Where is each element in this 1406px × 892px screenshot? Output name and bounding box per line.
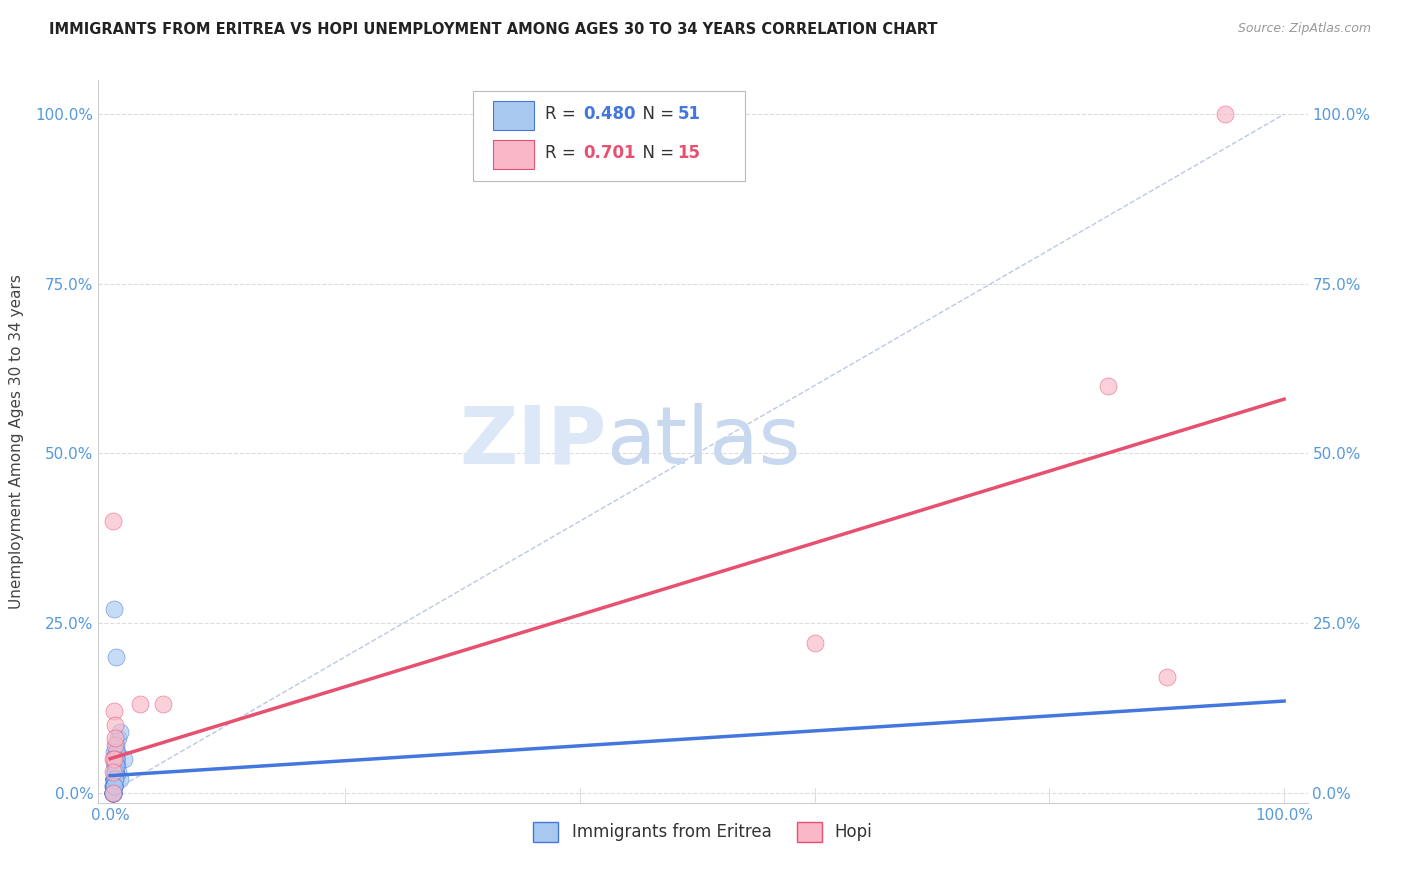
Point xyxy=(107,731,129,746)
Point xyxy=(105,752,128,766)
Point xyxy=(105,752,128,766)
Point xyxy=(103,772,125,786)
Point xyxy=(104,718,127,732)
Point xyxy=(105,649,128,664)
FancyBboxPatch shape xyxy=(492,140,534,169)
Point xyxy=(101,752,124,766)
Y-axis label: Unemployment Among Ages 30 to 34 years: Unemployment Among Ages 30 to 34 years xyxy=(10,274,24,609)
Text: N =: N = xyxy=(631,144,679,161)
Point xyxy=(1156,670,1178,684)
Point xyxy=(104,772,127,786)
Text: 0.701: 0.701 xyxy=(583,144,636,161)
Point xyxy=(104,765,127,780)
Point xyxy=(101,786,124,800)
Point xyxy=(104,765,127,780)
Text: 0.480: 0.480 xyxy=(583,105,636,123)
Point xyxy=(103,772,125,786)
Text: R =: R = xyxy=(544,144,586,161)
Point xyxy=(101,786,124,800)
Text: 51: 51 xyxy=(678,105,700,123)
Text: Source: ZipAtlas.com: Source: ZipAtlas.com xyxy=(1237,22,1371,36)
Point xyxy=(108,724,131,739)
Point xyxy=(104,731,127,746)
Point xyxy=(103,779,125,793)
Point xyxy=(103,772,125,786)
Point xyxy=(104,738,127,752)
Legend: Immigrants from Eritrea, Hopi: Immigrants from Eritrea, Hopi xyxy=(527,815,879,848)
Point xyxy=(105,752,128,766)
Point xyxy=(103,779,125,793)
Point xyxy=(104,765,127,780)
Point xyxy=(103,772,125,786)
Point xyxy=(105,745,128,759)
Point xyxy=(103,745,125,759)
Point xyxy=(104,758,127,772)
Point xyxy=(101,786,124,800)
Point xyxy=(104,765,127,780)
Point xyxy=(101,786,124,800)
Point xyxy=(101,779,124,793)
Point xyxy=(128,698,150,712)
Point xyxy=(1215,107,1237,121)
Point xyxy=(1097,378,1119,392)
Text: R =: R = xyxy=(544,105,581,123)
Point xyxy=(103,772,125,786)
Text: atlas: atlas xyxy=(606,402,800,481)
FancyBboxPatch shape xyxy=(474,91,745,181)
Point xyxy=(105,758,128,772)
Text: 15: 15 xyxy=(678,144,700,161)
Point xyxy=(101,779,124,793)
Point xyxy=(108,772,131,786)
Point xyxy=(104,758,127,772)
Text: N =: N = xyxy=(631,105,679,123)
Point xyxy=(101,786,124,800)
Point xyxy=(105,738,128,752)
Point xyxy=(101,514,124,528)
Point xyxy=(103,752,125,766)
Point xyxy=(101,765,124,780)
Point xyxy=(103,779,125,793)
Point xyxy=(104,758,127,772)
Point xyxy=(104,765,127,780)
Point xyxy=(112,752,135,766)
Point xyxy=(105,758,128,772)
Point xyxy=(104,765,127,780)
Point xyxy=(803,636,825,650)
Point xyxy=(152,698,174,712)
Point xyxy=(103,779,125,793)
Point xyxy=(107,765,129,780)
Point xyxy=(101,786,124,800)
Text: ZIP: ZIP xyxy=(458,402,606,481)
Point xyxy=(104,752,127,766)
Point xyxy=(103,602,125,616)
Point xyxy=(104,772,127,786)
Point xyxy=(101,786,124,800)
Point xyxy=(101,786,124,800)
FancyBboxPatch shape xyxy=(492,102,534,130)
Point xyxy=(103,779,125,793)
Text: IMMIGRANTS FROM ERITREA VS HOPI UNEMPLOYMENT AMONG AGES 30 TO 34 YEARS CORRELATI: IMMIGRANTS FROM ERITREA VS HOPI UNEMPLOY… xyxy=(49,22,938,37)
Point xyxy=(101,786,124,800)
Point xyxy=(103,704,125,718)
Point xyxy=(104,765,127,780)
Point xyxy=(105,745,128,759)
Point xyxy=(103,772,125,786)
Point xyxy=(103,779,125,793)
